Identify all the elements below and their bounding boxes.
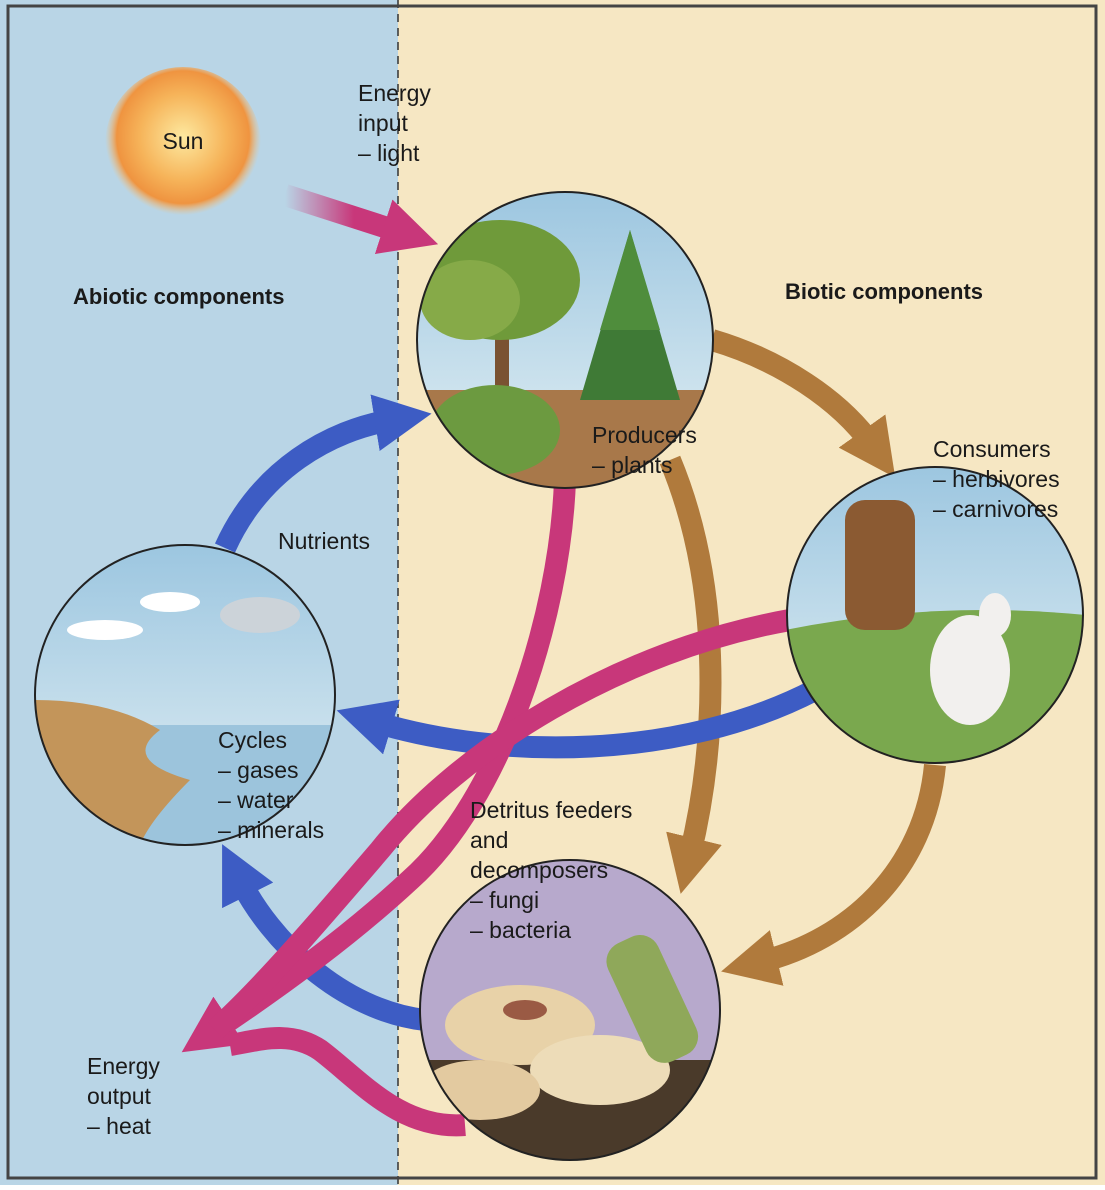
energy-output-label: Energy output – heat [87, 1053, 160, 1139]
label-line: – gases [218, 757, 299, 783]
label-line: output [87, 1083, 152, 1109]
label-line: – herbivores [933, 466, 1060, 492]
label-line: Energy [358, 80, 431, 106]
decomposers-scene [420, 860, 720, 1160]
label-line: Detritus feeders [470, 797, 632, 823]
sun-label: Sun [163, 128, 204, 154]
nutrients-label: Nutrients [278, 528, 370, 554]
label-line: – heat [87, 1113, 152, 1139]
label-line: – fungi [470, 887, 539, 913]
label-line: Producers [592, 422, 697, 448]
label-line: Energy [87, 1053, 160, 1079]
label-line: – minerals [218, 817, 324, 843]
label-line: – bacteria [470, 917, 571, 943]
consumers-label: Consumers – herbivores – carnivores [933, 436, 1060, 522]
label-line: – plants [592, 452, 673, 478]
label-line: and [470, 827, 508, 853]
label-line: – water [218, 787, 294, 813]
abiotic-label: Abiotic components [73, 284, 284, 309]
label-line: input [358, 110, 408, 136]
label-line: Consumers [933, 436, 1051, 462]
label-line: Cycles [218, 727, 287, 753]
label-line: – light [358, 140, 420, 166]
label-line: decomposers [470, 857, 608, 883]
biotic-label: Biotic components [785, 279, 983, 304]
ecosystem-diagram: Sun Energy input – light Abiotic compone… [0, 0, 1105, 1185]
label-line: – carnivores [933, 496, 1058, 522]
